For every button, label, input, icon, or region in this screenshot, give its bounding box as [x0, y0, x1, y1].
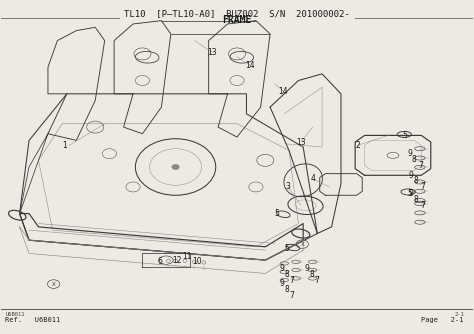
Text: X: X	[52, 282, 55, 287]
Text: 8: 8	[414, 195, 419, 204]
Text: 1: 1	[62, 141, 67, 150]
Text: 5: 5	[275, 209, 280, 218]
Text: 8: 8	[285, 285, 290, 294]
Text: X: X	[301, 242, 304, 247]
Text: 14: 14	[279, 87, 288, 96]
Circle shape	[172, 164, 179, 170]
Text: FRAME: FRAME	[222, 15, 252, 25]
Text: 12: 12	[172, 256, 181, 265]
Text: 5: 5	[407, 189, 412, 198]
Text: 13: 13	[208, 48, 217, 57]
Text: Page   2-1: Page 2-1	[421, 317, 464, 323]
Text: 7: 7	[290, 291, 294, 300]
Text: U6B011: U6B011	[5, 312, 25, 317]
Text: 4: 4	[310, 174, 315, 183]
Text: 6: 6	[157, 257, 163, 266]
Text: 9: 9	[409, 189, 414, 198]
Text: 7: 7	[420, 201, 425, 210]
Text: 8: 8	[412, 155, 417, 164]
Text: 9: 9	[407, 149, 412, 158]
Text: 8: 8	[310, 270, 314, 279]
Text: 8: 8	[285, 270, 290, 279]
Text: 5: 5	[284, 244, 289, 253]
Text: 2: 2	[355, 141, 360, 150]
Text: 7: 7	[418, 161, 423, 170]
Text: 10: 10	[192, 257, 201, 266]
Text: 14: 14	[246, 61, 255, 70]
Text: 5: 5	[402, 131, 407, 140]
Text: 9: 9	[409, 171, 414, 180]
Text: 9: 9	[304, 264, 310, 273]
Text: 11: 11	[182, 252, 192, 261]
Text: 13: 13	[296, 138, 306, 147]
Text: 7: 7	[420, 182, 425, 191]
Text: 2-1: 2-1	[454, 312, 464, 317]
Text: 9: 9	[280, 279, 285, 288]
Text: 3: 3	[286, 182, 291, 191]
Text: 9: 9	[280, 264, 285, 273]
Text: 8: 8	[414, 176, 419, 185]
Text: 7: 7	[314, 276, 319, 285]
Text: 7: 7	[290, 276, 294, 285]
Text: TL10  [P—TL10-A0]  BUZ002  S/N  201000002-: TL10 [P—TL10-A0] BUZ002 S/N 201000002-	[124, 9, 350, 18]
Text: Ref.   U6B011: Ref. U6B011	[5, 317, 61, 323]
